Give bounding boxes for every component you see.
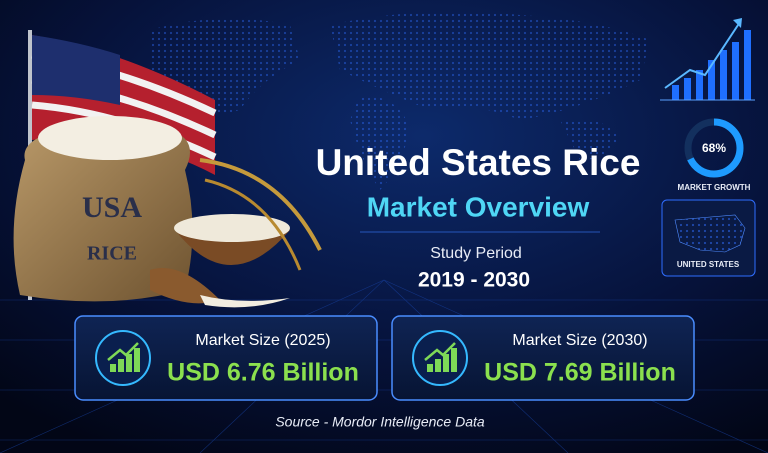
gauge-label: 68% <box>702 141 726 155</box>
growth-gauge: 68% MARKET GROWTH <box>678 118 751 192</box>
growth-bars-icon <box>660 18 755 101</box>
card-icon-bar <box>451 348 457 372</box>
card-icon-bar <box>126 354 132 372</box>
title: United States Rice <box>316 142 641 183</box>
card-icon-bar <box>118 359 124 372</box>
gauge-caption: MARKET GROWTH <box>678 183 751 192</box>
subtitle: Market Overview <box>367 191 590 222</box>
card-value: USD 6.76 Billion <box>167 359 359 387</box>
card-icon-ring <box>412 330 468 386</box>
us-map-panel: UNITED STATES <box>661 199 756 277</box>
rice-sack: USA RICE <box>13 116 193 302</box>
card-icon-ring <box>95 330 151 386</box>
card-icon-bar <box>110 364 116 372</box>
gauge-arc <box>684 118 744 178</box>
market-card: Market Size (2030) USD 7.69 Billion <box>391 315 695 401</box>
card-icon-bar <box>134 348 140 372</box>
card-icon-bar <box>435 359 441 372</box>
source: Source - Mordor Intelligence Data <box>275 414 485 430</box>
bag-text: RICE <box>87 243 137 265</box>
card-icon-bar <box>443 354 449 372</box>
period-label: Study Period <box>430 245 522 262</box>
market-card: Market Size (2025) USD 6.76 Billion <box>74 315 378 401</box>
card-box <box>391 315 695 401</box>
card-icon-arrow <box>107 342 139 361</box>
cards: Market Size (2025)USD 6.76 BillionMarket… <box>74 315 695 401</box>
rice-bowl <box>150 158 322 308</box>
card-icon-arrow <box>424 342 456 361</box>
card-icon-bar <box>427 364 433 372</box>
card-value: USD 7.69 Billion <box>484 359 676 387</box>
bag-text: USA <box>82 191 142 224</box>
card-label: Market Size (2030) <box>512 332 647 349</box>
period: 2019 - 2030 <box>418 269 530 292</box>
card-label: Market Size (2025) <box>195 332 330 349</box>
map-caption: UNITED STATES <box>677 260 740 269</box>
card-box <box>74 315 378 401</box>
